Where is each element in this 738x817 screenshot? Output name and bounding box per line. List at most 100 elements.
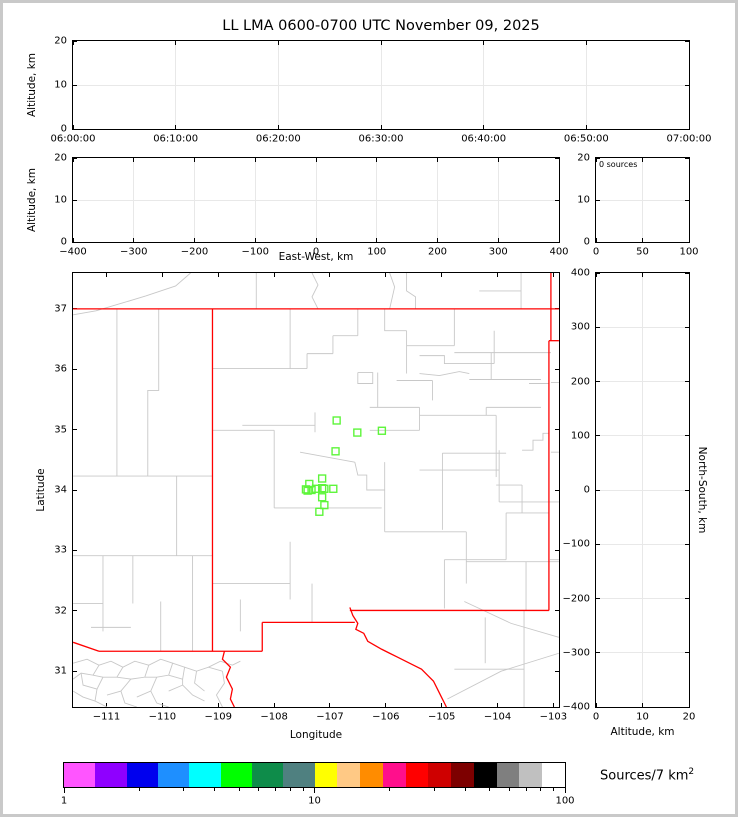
axis-tick [194, 158, 195, 162]
axis-tick [73, 40, 77, 42]
axis-tick [277, 41, 279, 45]
axis-tick [72, 238, 74, 242]
lightning-source-marker [332, 416, 341, 425]
y-tick-label: −400 [562, 701, 590, 713]
axis-tick [596, 543, 600, 545]
axis-tick [685, 157, 689, 159]
lightning-source-marker [331, 447, 340, 456]
y-tick-label: 31 [54, 665, 67, 677]
axis-tick [497, 238, 499, 242]
y-tick-label: 0 [583, 484, 590, 496]
y-tick-label: −200 [562, 593, 590, 604]
axis-tick [685, 272, 689, 274]
axis-tick [217, 703, 219, 707]
y-tick-label: 400 [570, 267, 590, 279]
grid-line [596, 489, 689, 491]
county-border [419, 371, 470, 376]
axis-tick [688, 41, 690, 45]
source-count-annotation: 0 sources [599, 160, 638, 169]
colorbar-minor-tick [302, 788, 304, 791]
axis-tick [133, 238, 135, 242]
axis-tick [273, 273, 275, 277]
axis-tick [685, 598, 689, 599]
colorbar-minor-tick [183, 788, 185, 791]
county-border [73, 273, 191, 316]
lightning-source-marker [307, 485, 316, 495]
x-tick-label: −108 [260, 711, 288, 723]
colorbar-segment [126, 763, 158, 787]
axis-tick [555, 429, 559, 431]
x-tick-label: 06:00:00 [50, 133, 96, 145]
axis-tick [497, 158, 499, 162]
colorbar-minor-tick [508, 788, 510, 791]
county-border [311, 273, 319, 310]
colorbar-segment [95, 763, 127, 787]
axis-tick [596, 241, 600, 243]
axis-tick [329, 273, 331, 277]
axis-tick [685, 543, 689, 545]
axis-tick [558, 158, 560, 162]
county-border [168, 662, 186, 680]
county-border [73, 690, 96, 702]
x-tick-label: −103 [539, 711, 568, 723]
ew-height-ylabel: Altitude, km [26, 167, 38, 233]
source-count-panel: 0 sources [595, 157, 690, 243]
colorbar-minor-tick [289, 788, 291, 791]
lightning-source-marker [329, 484, 338, 493]
axis-tick [685, 435, 689, 437]
x-tick-label: −200 [180, 246, 209, 258]
axis-tick [685, 40, 689, 42]
axis-tick [106, 273, 108, 277]
colorbar-segment [337, 763, 361, 787]
x-tick-label: −105 [427, 711, 456, 723]
axis-tick [552, 703, 554, 707]
colorbar-minor-tick [464, 788, 466, 791]
x-tick-label: 20 [682, 711, 696, 723]
x-tick-label: 400 [549, 246, 569, 258]
lightning-source-marker [317, 474, 327, 483]
y-tick-label: 37 [54, 303, 67, 315]
axis-tick [72, 158, 74, 162]
y-tick-label: −300 [562, 647, 590, 659]
x-tick-label: 06:50:00 [563, 133, 609, 145]
colorbar-tick-label: 10 [308, 795, 321, 807]
x-tick-label: 100 [367, 246, 387, 258]
axis-tick [596, 157, 600, 159]
lightning-source-marker [377, 426, 387, 435]
axis-tick [555, 610, 559, 612]
county-border [116, 660, 150, 680]
colorbar-segment [360, 763, 383, 787]
axis-tick [595, 273, 597, 277]
axis-tick [380, 41, 382, 45]
x-tick-label: −300 [120, 246, 148, 258]
axis-tick [685, 489, 689, 491]
axis-tick [685, 652, 689, 654]
axis-tick [73, 157, 77, 159]
county-border [144, 658, 174, 678]
colorbar-segment [542, 763, 565, 787]
x-tick-label: −106 [372, 711, 400, 723]
axis-tick [685, 128, 689, 130]
axis-tick [380, 125, 382, 129]
axis-tick [73, 670, 77, 672]
lightning-source-marker [353, 428, 362, 437]
axis-tick [175, 41, 177, 45]
plan-map-xlabel: Longitude [289, 729, 343, 741]
axis-tick [217, 273, 219, 277]
axis-tick [688, 125, 690, 129]
y-tick-label: 10 [577, 194, 590, 206]
state-border [221, 651, 235, 707]
colorbar-minor-tick [540, 788, 542, 791]
plan-map-ylabel: Latitude [35, 468, 47, 512]
colorbar-segment [157, 763, 190, 787]
axis-tick [73, 128, 77, 130]
axis-tick [558, 238, 560, 242]
axis-tick [642, 238, 643, 242]
axis-tick [106, 703, 108, 707]
x-tick-label: 07:00:00 [666, 133, 712, 145]
county-border [168, 679, 184, 692]
colorbar-segment [473, 763, 497, 787]
axis-tick [483, 41, 485, 45]
axis-tick [133, 158, 135, 162]
